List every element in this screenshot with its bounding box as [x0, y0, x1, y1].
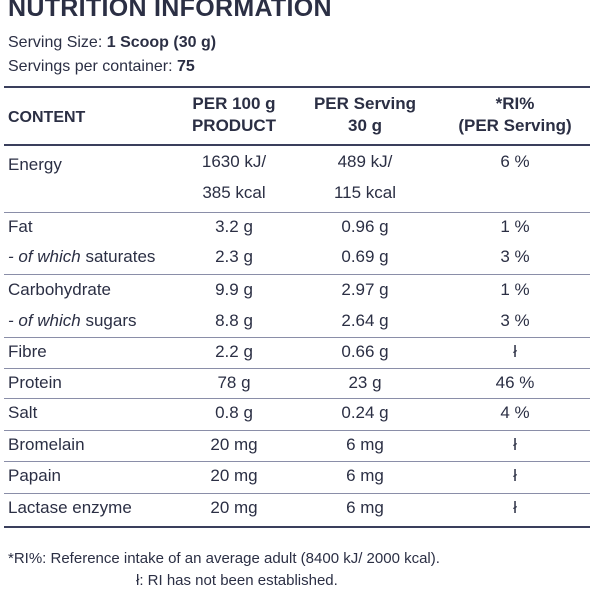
header-serving-line1: PER Serving: [313, 94, 417, 113]
header-ri-line2: (PER Serving): [458, 116, 572, 135]
row-divider: [4, 337, 590, 338]
row-bromelain-ri: ł: [513, 435, 517, 454]
row-bromelain-per100: 20 mg: [210, 435, 258, 454]
serving-size-label: Serving Size:: [8, 34, 107, 51]
row-saturates-ri: 3 %: [500, 247, 530, 266]
row-salt-ri: 4 %: [500, 403, 530, 422]
row-fibre-serving: 0.66 g: [341, 342, 389, 361]
servings-per-container-value: 75: [176, 58, 195, 75]
row-sugars-prefix: - of which: [8, 311, 81, 330]
header-serving-line2: 30 g: [347, 116, 383, 135]
row-fibre-label: Fibre: [8, 342, 47, 361]
row-fat-label: Fat: [8, 217, 33, 236]
row-sugars-per100: 8.8 g: [215, 311, 253, 330]
row-fat-ri: 1 %: [500, 217, 530, 236]
row-protein-serving: 23 g: [348, 373, 382, 392]
row-energy-serving: 489 kJ/: [337, 152, 393, 171]
header-content: CONTENT: [8, 109, 86, 126]
row-carbohydrate-label: Carbohydrate: [8, 280, 112, 299]
row-divider: [4, 212, 590, 213]
row-lactase-ri: ł: [513, 498, 517, 517]
row-protein-ri: 46 %: [495, 373, 535, 392]
row-saturates-prefix: - of which: [8, 247, 81, 266]
row-divider: [4, 430, 590, 431]
page-title: NUTRITION INFORMATION: [8, 0, 332, 22]
row-papain-serving: 6 mg: [346, 466, 384, 485]
row-saturates-serving: 0.69 g: [341, 247, 389, 266]
row-saturates-label: - of which saturates: [8, 245, 155, 269]
footnote-ri: *RI%: Reference intake of an average adu…: [8, 550, 440, 567]
row-divider: [4, 274, 590, 275]
row-carbohydrate-ri: 1 %: [500, 280, 530, 299]
row-divider: [4, 493, 590, 494]
row-divider: [4, 368, 590, 369]
row-sugars-serving: 2.64 g: [341, 311, 389, 330]
header-per100-line2: PRODUCT: [191, 116, 277, 135]
table-bottom-rule: [4, 526, 590, 528]
row-energy-ri: 6 %: [500, 152, 530, 171]
row-energy-label: Energy: [8, 155, 62, 174]
serving-size: Serving Size: 1 Scoop (30 g): [8, 34, 216, 52]
row-salt-serving: 0.24 g: [341, 403, 389, 422]
row-lactase-label: Lactase enzyme: [8, 498, 132, 517]
row-saturates-name: saturates: [80, 247, 156, 266]
header-bottom-rule: [4, 144, 590, 146]
servings-per-container: Servings per container: 75: [8, 58, 195, 76]
row-protein-per100: 78 g: [217, 373, 251, 392]
row-sugars-ri: 3 %: [500, 311, 530, 330]
row-carbohydrate-per100: 9.9 g: [215, 280, 253, 299]
row-energy-kcal-per100: 385 kcal: [202, 183, 266, 202]
row-papain-label: Papain: [8, 466, 61, 485]
row-energy-kcal-serving: 115 kcal: [333, 183, 397, 202]
row-fibre-ri: ł: [513, 342, 517, 361]
row-energy-per100: 1630 kJ/: [201, 152, 267, 171]
servings-per-container-label: Servings per container:: [8, 58, 177, 75]
row-salt-per100: 0.8 g: [215, 403, 253, 422]
row-fibre-per100: 2.2 g: [215, 342, 253, 361]
row-fat-serving: 0.96 g: [341, 217, 389, 236]
row-carbohydrate-serving: 2.97 g: [341, 280, 389, 299]
row-protein-label: Protein: [8, 373, 62, 392]
row-saturates-per100: 2.3 g: [215, 247, 253, 266]
row-divider: [4, 398, 590, 399]
row-lactase-serving: 6 mg: [346, 498, 384, 517]
row-divider: [4, 461, 590, 462]
row-salt-label: Salt: [8, 403, 38, 422]
row-bromelain-serving: 6 mg: [346, 435, 384, 454]
row-sugars-name: sugars: [80, 311, 137, 330]
header-per100-line1: PER 100 g: [192, 94, 276, 113]
header-ri-line1: *RI%: [495, 94, 535, 113]
footnote-not-established: ł: RI has not been established.: [136, 572, 338, 589]
row-papain-ri: ł: [513, 466, 517, 485]
serving-size-value: 1 Scoop (30 g): [106, 34, 217, 51]
row-bromelain-label: Bromelain: [8, 435, 85, 454]
row-lactase-per100: 20 mg: [210, 498, 258, 517]
row-papain-per100: 20 mg: [210, 466, 258, 485]
row-sugars-label: - of which sugars: [8, 309, 137, 333]
row-fat-per100: 3.2 g: [215, 217, 253, 236]
header-top-rule: [4, 86, 590, 88]
